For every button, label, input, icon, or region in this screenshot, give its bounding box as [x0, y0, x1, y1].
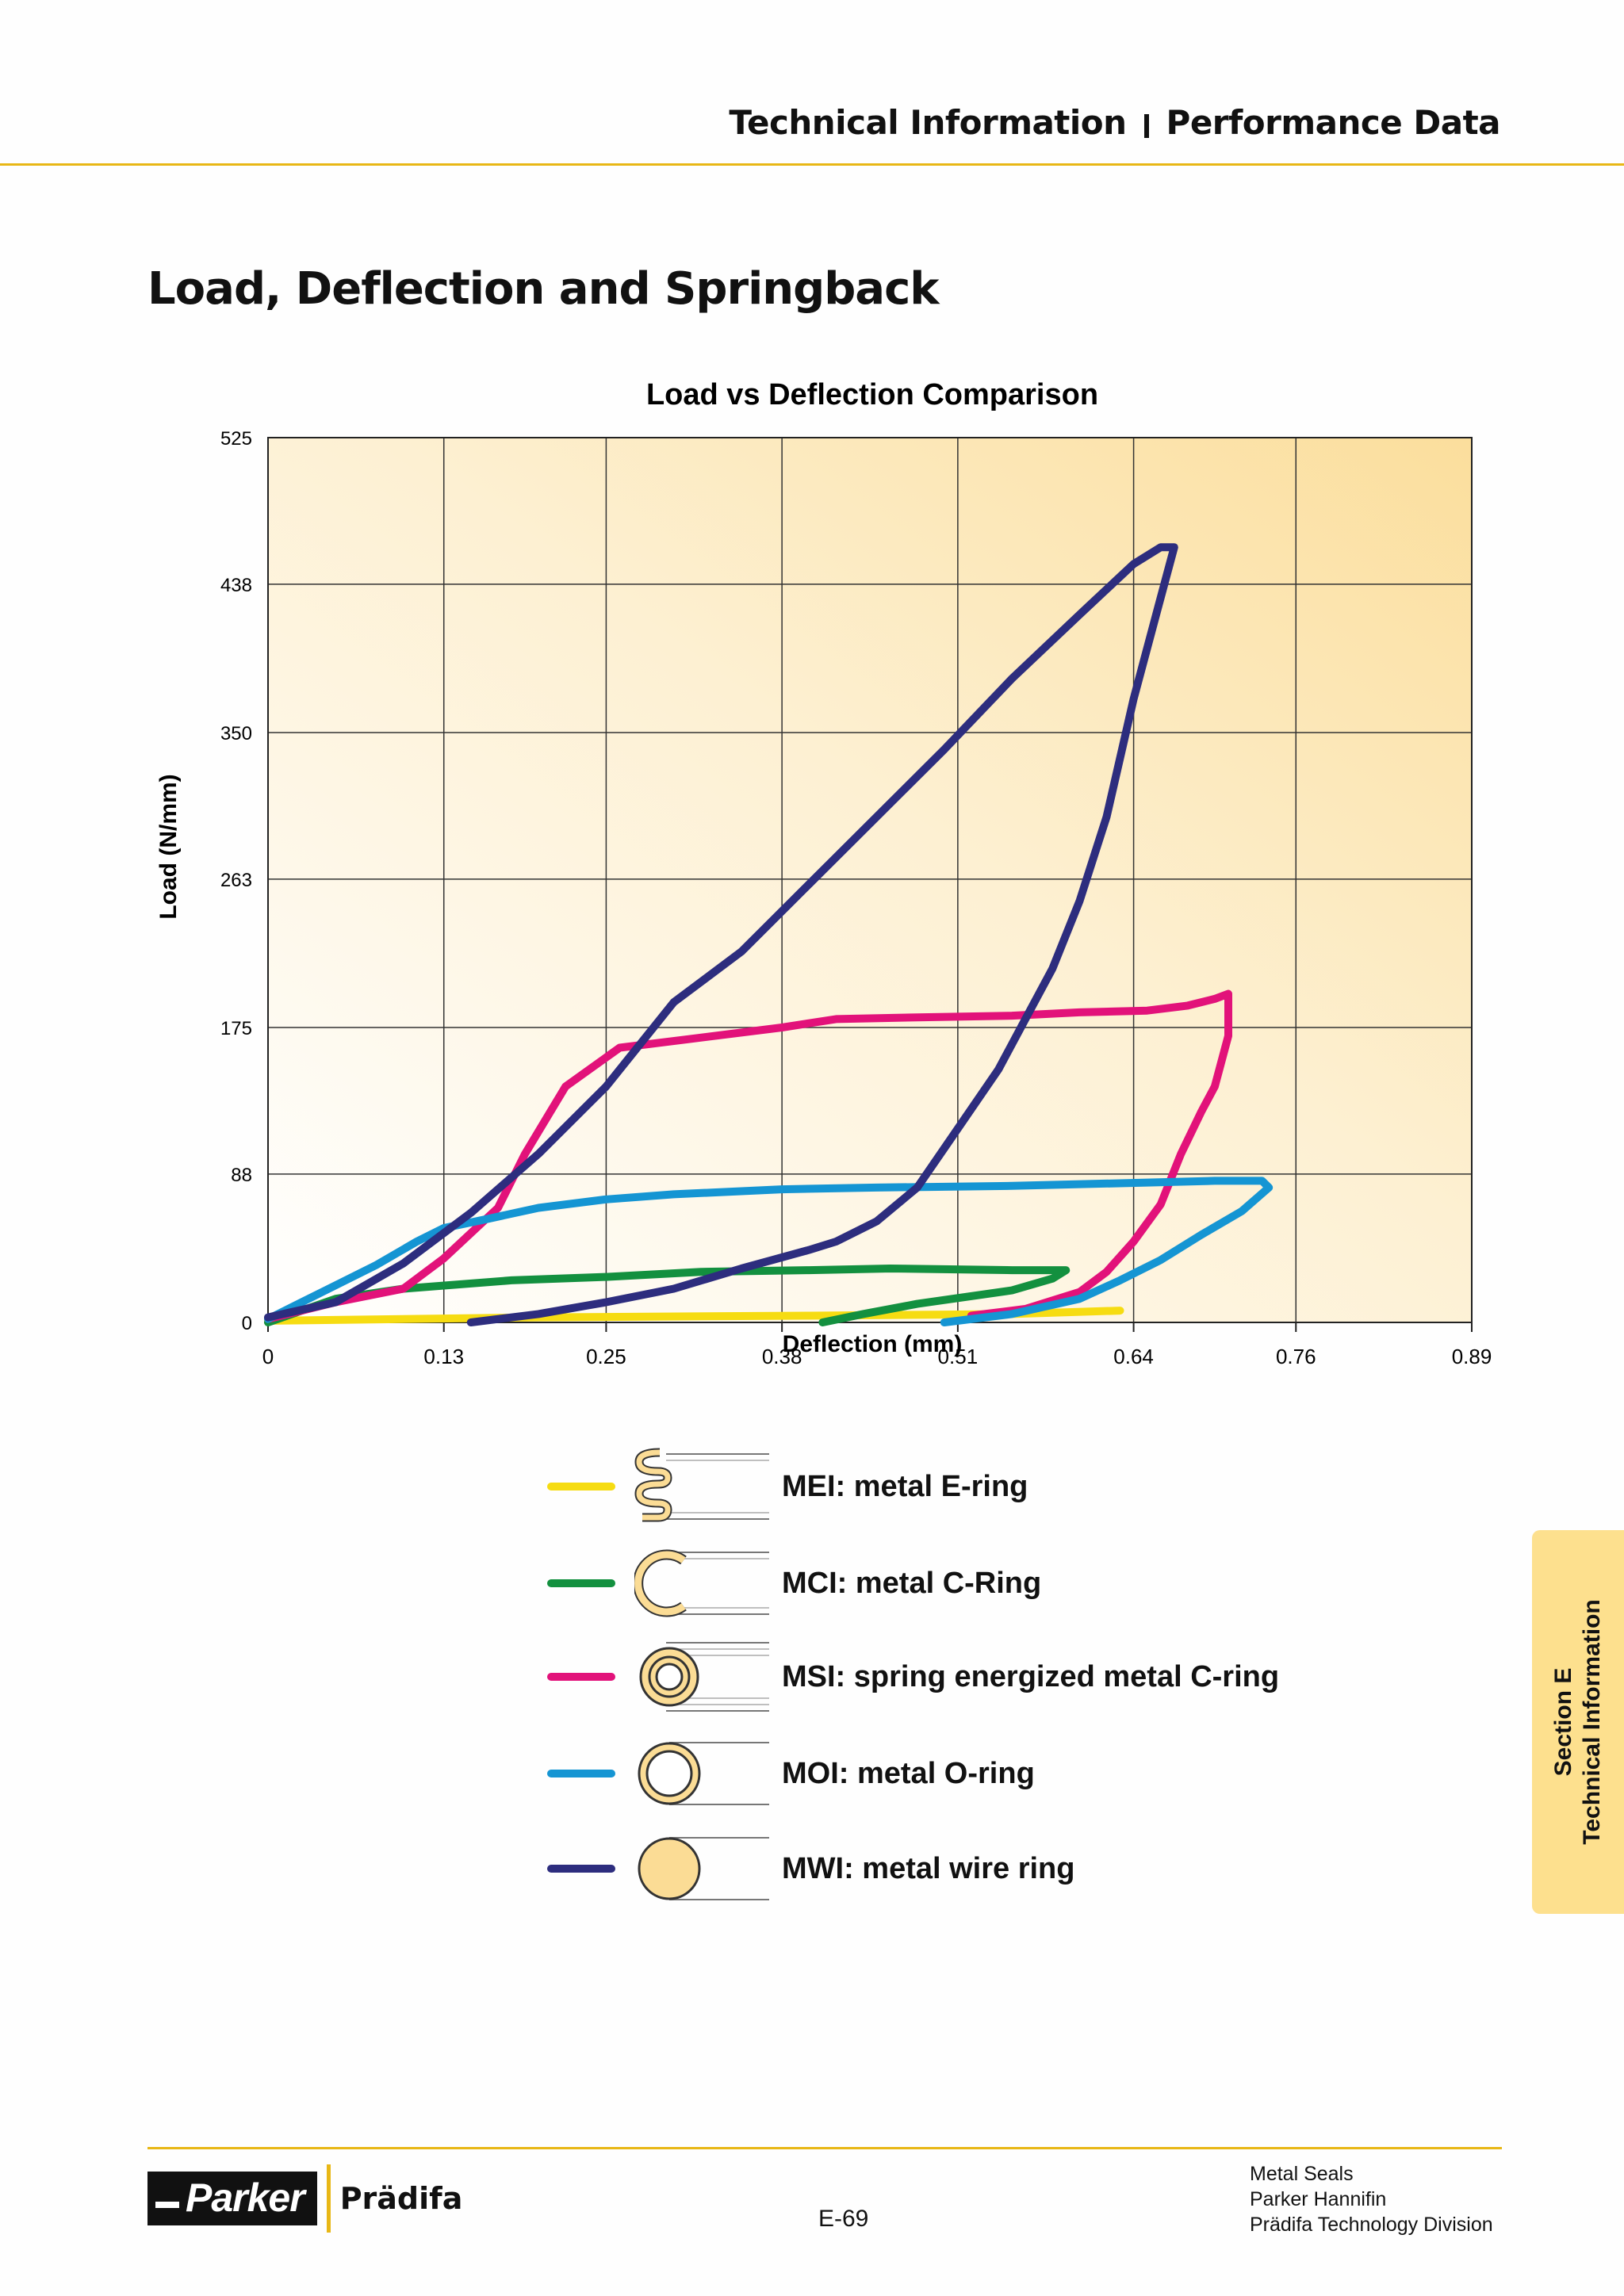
y-tick-label: 175: [220, 1018, 252, 1039]
section-tab-line1: Section E: [1550, 1667, 1576, 1777]
x-axis-label: Deflection (mm): [783, 1331, 963, 1357]
y-tick-label: 88: [231, 1165, 252, 1186]
legend-swatch: [547, 1673, 615, 1681]
c-ring-icon: [634, 1549, 769, 1617]
series-line-mwi: [264, 543, 1178, 1326]
y-tick-label: 350: [220, 723, 252, 744]
e-ring-icon: [634, 1448, 769, 1522]
load-deflection-chart: Load vs Deflection Comparison 0 0.13 0.25 0…: [155, 378, 1492, 1368]
logo-wordmark: Parker: [147, 2172, 317, 2225]
chart-title: Load vs Deflection Comparison: [646, 378, 1098, 411]
x-tick-label: 0.51: [938, 1345, 979, 1368]
header-separator: [1143, 113, 1149, 138]
series-line-mei: [264, 1307, 1124, 1325]
x-tick-label: 0.13: [423, 1345, 464, 1368]
section-tab-line2: Technical Information: [1579, 1599, 1605, 1845]
section-tab: Section E Technical Information: [1532, 1530, 1624, 1914]
plot-frame: [267, 437, 1473, 1323]
legend-swatch: [547, 1865, 615, 1873]
x-tick-label: 0: [262, 1345, 274, 1368]
plot-area: [268, 438, 1472, 1322]
x-tick-label: 0.25: [586, 1345, 626, 1368]
logo-divider: [326, 2164, 331, 2233]
legend-item-msi: MSI: spring energized metal C-ring: [547, 1633, 1419, 1720]
parker-logo: Parker Prädifa: [147, 2164, 462, 2233]
wire-ring-icon: [638, 1837, 769, 1900]
legend-label: MWI: metal wire ring: [782, 1852, 1075, 1885]
bottom-rule: [147, 2147, 1502, 2149]
footer-info: Metal Seals Parker Hannifin Prädifa Tech…: [1250, 2161, 1493, 2237]
page-number: E-69: [818, 2206, 869, 2232]
y-tick-label: 438: [220, 575, 252, 596]
series-line-mci: [264, 1265, 1071, 1326]
section-tab-text: Section E Technical Information: [1549, 1599, 1607, 1844]
y-tick-label: 263: [220, 870, 252, 891]
legend-item-mwi: MWI: metal wire ring: [547, 1825, 1419, 1912]
x-tick-label: 0.38: [762, 1345, 802, 1368]
spring-c-ring-icon: [639, 1642, 769, 1712]
page-title: Load, Deflection and Springback: [147, 263, 940, 315]
legend-item-mci: MCI: metal C-Ring: [547, 1540, 1419, 1627]
series-line-moi: [264, 1177, 1274, 1326]
legend-label: MEI: metal E-ring: [782, 1470, 1028, 1503]
x-tick-label: 0.76: [1276, 1345, 1316, 1368]
legend-swatch: [547, 1579, 615, 1587]
series-lines: [264, 543, 1274, 1326]
legend-item-mei: MEI: metal E-ring: [547, 1443, 1419, 1530]
page-header: Technical Information Performance Data: [729, 103, 1500, 142]
legend-item-moi: MOI: metal O-ring: [547, 1730, 1419, 1817]
y-tick-label: 0: [242, 1313, 252, 1334]
y-tick-label: 525: [220, 428, 252, 450]
logo-subbrand: Prädifa: [339, 2181, 463, 2216]
legend-label: MCI: metal C-Ring: [782, 1567, 1042, 1600]
x-tick-label: 0.64: [1113, 1345, 1154, 1368]
axis-ticks: 0 0.13 0.25 0.38 0.51 0.64 0.76 0.89 0 88 175 263 35…: [220, 428, 1492, 1368]
legend-swatch: [547, 1770, 615, 1777]
legend-swatch: [547, 1483, 615, 1490]
footer-line-2: Parker Hannifin: [1250, 2188, 1387, 2210]
legend-label: MOI: metal O-ring: [782, 1757, 1035, 1790]
x-tick-label: 0.89: [1452, 1345, 1492, 1368]
grid-lines: [268, 438, 1472, 1322]
y-axis-label: Load (N/mm): [155, 774, 182, 919]
legend-label: MSI: spring energized metal C-ring: [782, 1660, 1280, 1693]
header-section: Technical Information: [729, 103, 1127, 142]
footer-line-3: Prädifa Technology Division: [1250, 2214, 1493, 2236]
top-rule: [0, 163, 1624, 166]
header-topic: Performance Data: [1166, 103, 1501, 142]
footer-line-1: Metal Seals: [1250, 2163, 1354, 2185]
o-ring-icon: [638, 1742, 769, 1805]
